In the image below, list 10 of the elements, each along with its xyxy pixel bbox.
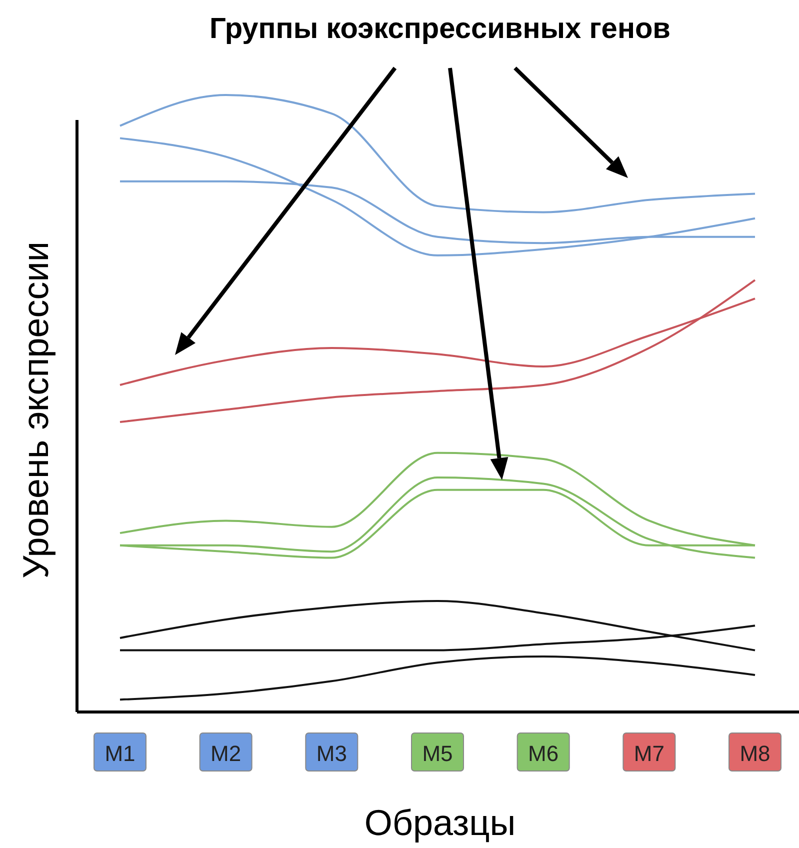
x-tick-label: M2 [210, 741, 242, 766]
x-tick-label: M1 [104, 741, 136, 766]
x-tick-label: M6 [528, 741, 559, 766]
x-tick-label: M5 [422, 741, 453, 766]
x-tick-label: M3 [316, 741, 347, 766]
x-tick-label: M8 [740, 741, 770, 766]
x-tick-label: M7 [634, 741, 664, 766]
chart-title: Группы коэкспрессивных генов [209, 13, 671, 45]
x-axis-title: Образцы [364, 802, 516, 843]
y-axis-title: Уровень экспрессии [15, 242, 56, 578]
